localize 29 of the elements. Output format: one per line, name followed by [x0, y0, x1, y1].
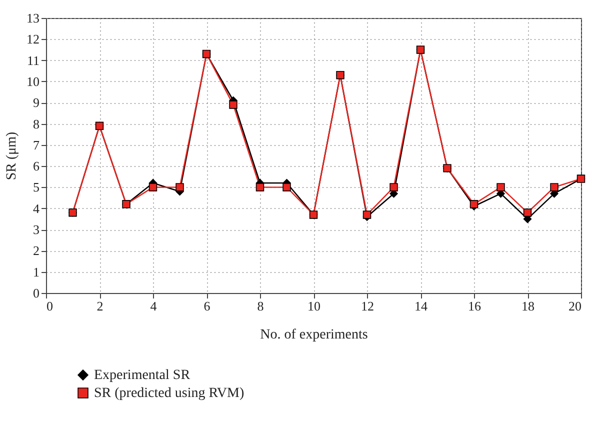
legend-label: SR (predicted using RVM) [94, 386, 244, 401]
x-tick-label: 20 [568, 298, 582, 314]
y-axis-title: SR (μm) [4, 131, 20, 180]
x-tick-label: 8 [257, 298, 264, 314]
x-tick-label: 14 [414, 298, 428, 314]
y-tick-label: 7 [33, 137, 40, 152]
y-tick-label: 13 [26, 10, 40, 26]
x-tick-label: 12 [361, 298, 374, 314]
x-tick-label: 2 [96, 298, 104, 314]
y-tick-label: 12 [26, 32, 40, 47]
y-tick-label: 3 [33, 222, 40, 238]
y-tick-label: 11 [26, 52, 40, 68]
y-tick-label: 4 [33, 200, 40, 216]
y-tick-label: 8 [33, 116, 40, 132]
x-tick-label: 16 [468, 298, 482, 314]
y-tick-label: 10 [26, 74, 40, 89]
x-tick-label: 18 [522, 298, 534, 314]
y-tick-label: 6 [33, 158, 40, 174]
legend-label: Experimental SR [94, 368, 191, 383]
x-tick-label: 10 [308, 298, 320, 314]
x-tick-label: 0 [46, 298, 53, 314]
y-tick-label: 9 [33, 95, 40, 110]
x-tick-label: 6 [204, 298, 211, 314]
y-tick-label: 1 [33, 264, 40, 280]
x-axis-title: No. of experiments [260, 328, 368, 342]
x-tick-label: 4 [150, 298, 158, 314]
y-tick-label: 5 [33, 180, 40, 195]
y-tick-label: 0 [33, 286, 40, 300]
y-tick-label: 2 [33, 243, 40, 258]
